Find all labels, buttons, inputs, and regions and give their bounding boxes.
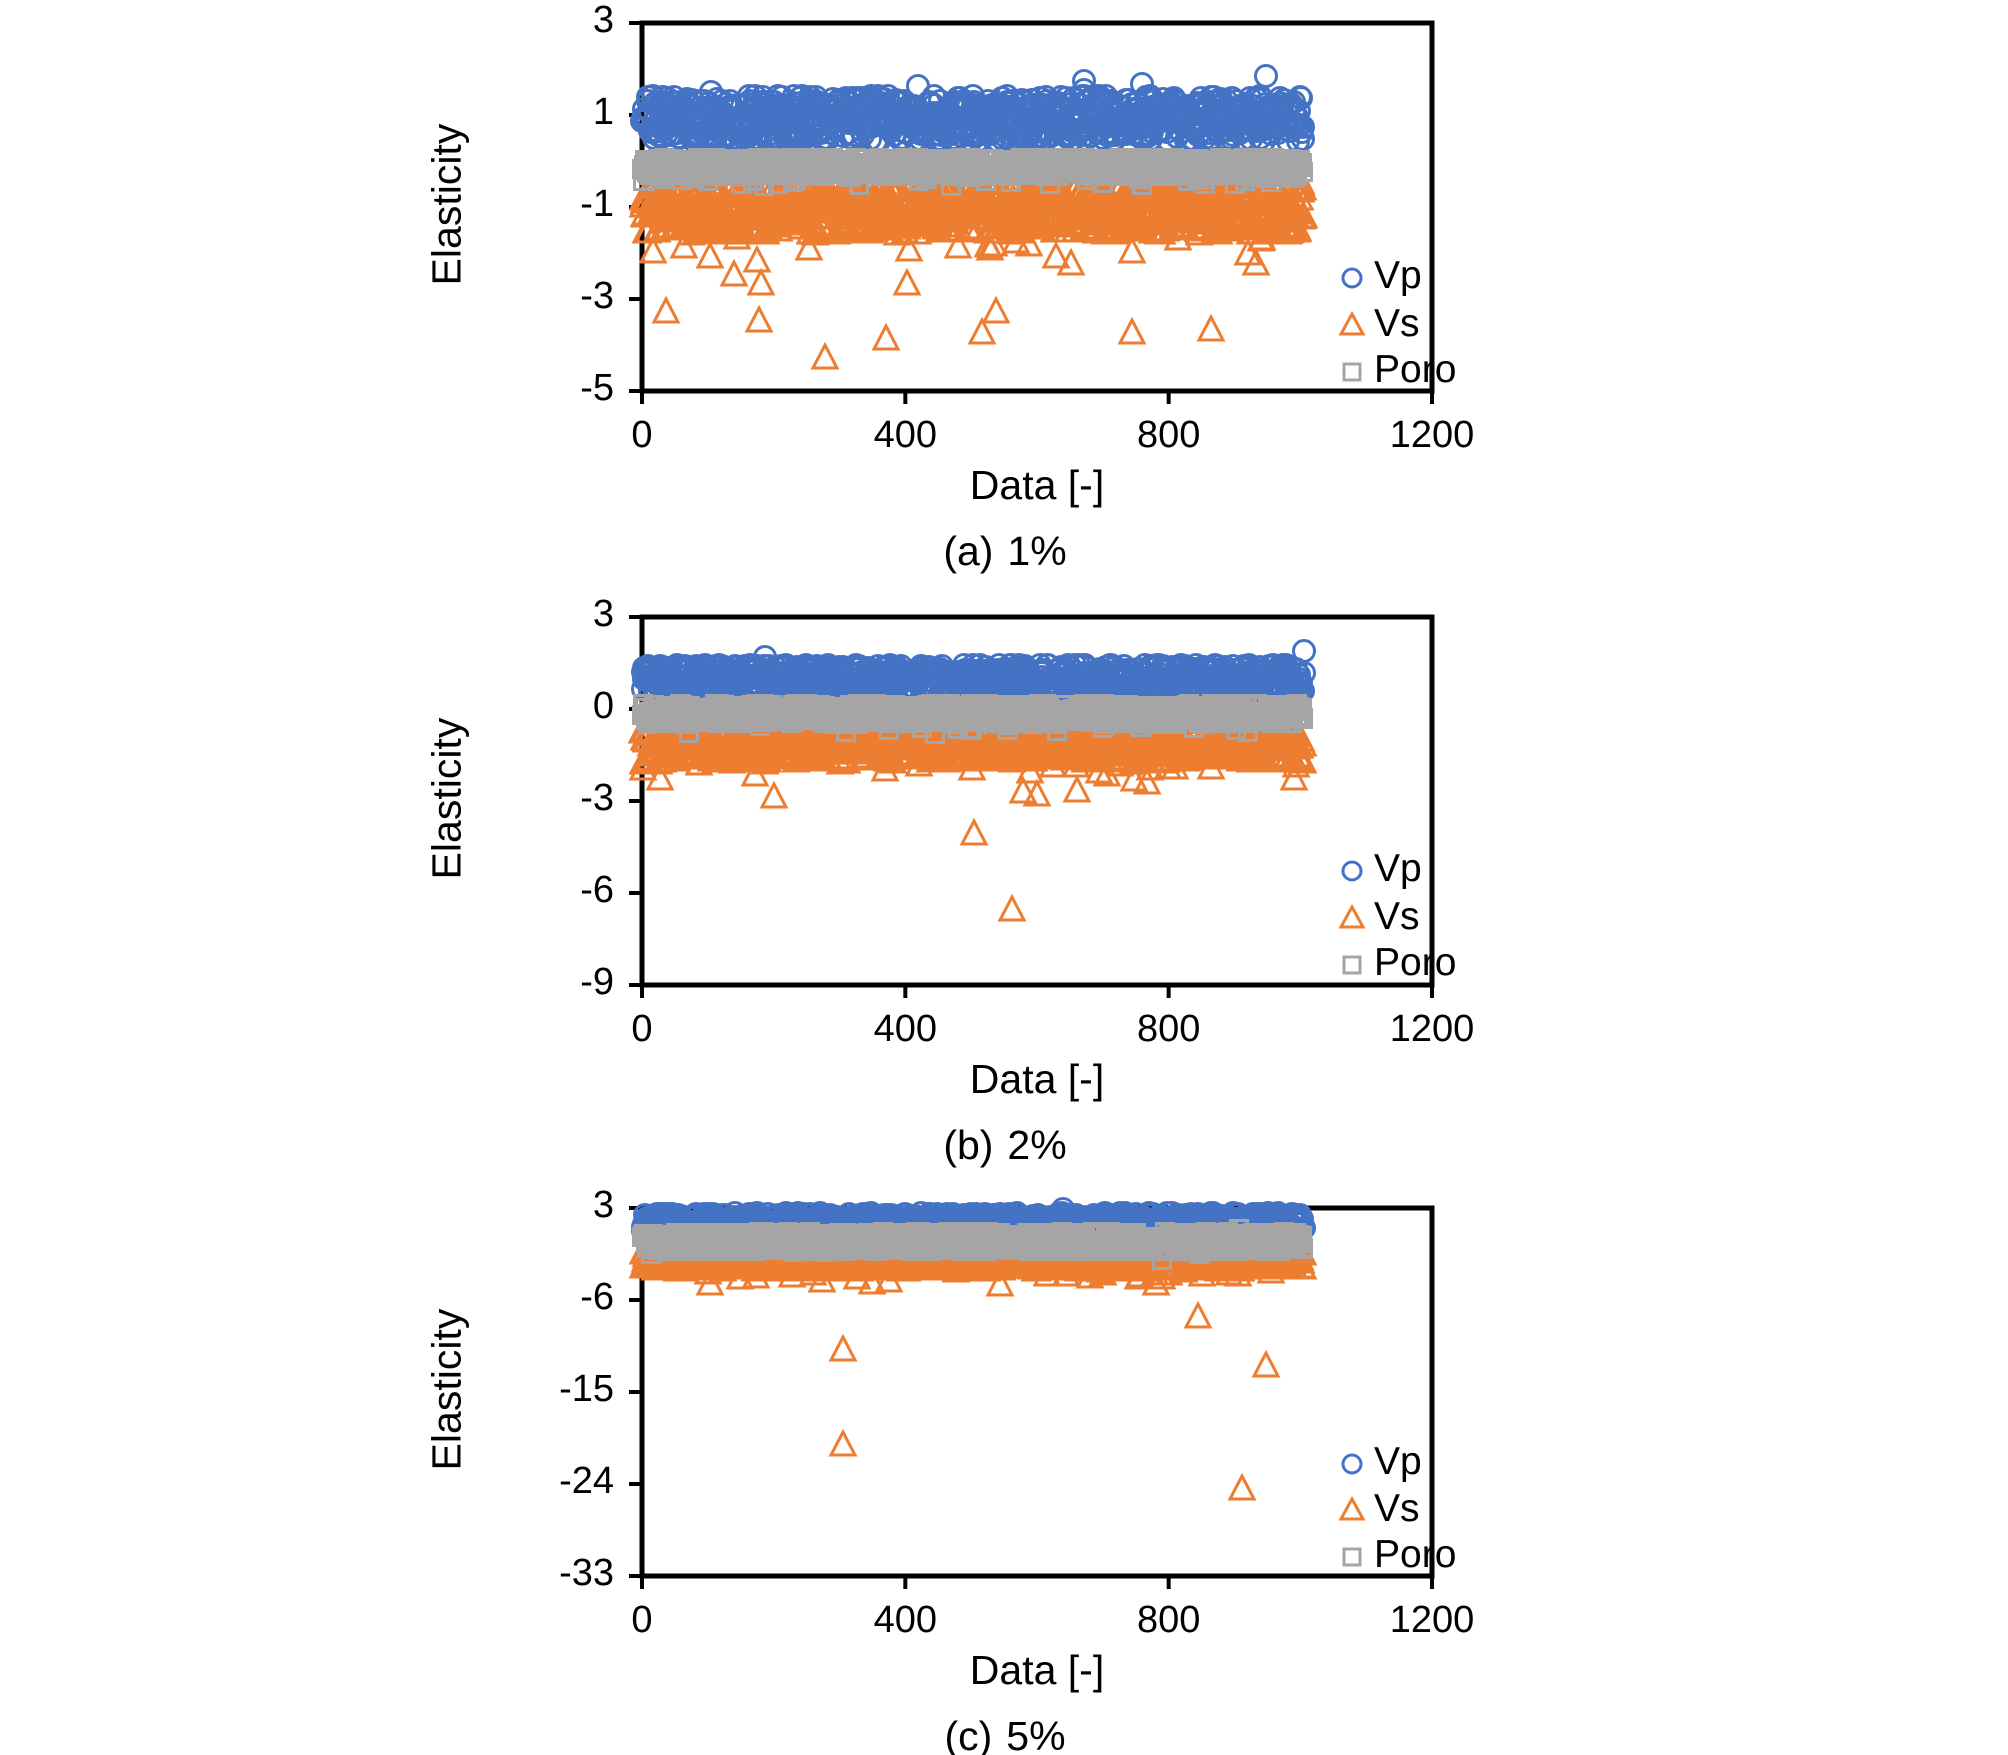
legend-vp-marker-icon-b	[1341, 860, 1363, 882]
legend-vs-label-b: Vs	[1374, 895, 1420, 938]
y-tick-label-c-2: -15	[559, 1368, 614, 1410]
y-tick-label-b-4: -9	[580, 961, 614, 1003]
panel-caption-index-c: (c)	[944, 1713, 993, 1755]
y-tick-label-a-4: -5	[580, 367, 614, 409]
legend-vs-label-a: Vs	[1374, 302, 1420, 345]
legend-vp-marker-icon-a	[1341, 267, 1363, 289]
x-tick-label-b-3: 1200	[1389, 1008, 1475, 1050]
legend-poro-label-a: Poro	[1374, 348, 1457, 391]
legend-poro-label-b: Poro	[1374, 941, 1457, 984]
series-vs-b	[627, 711, 1318, 922]
x-tick-label-b-1: 400	[873, 1008, 938, 1050]
x-tick-label-a-3: 1200	[1389, 414, 1475, 456]
x-axis-title-c: Data [-]	[969, 1647, 1105, 1693]
y-axis-title-a: Elasticity	[423, 123, 470, 286]
y-tick-label-b-0: 3	[592, 593, 614, 635]
y-tick-label-c-0: 3	[592, 1184, 614, 1226]
y-tick-label-a-2: -1	[580, 183, 614, 225]
y-tick-label-c-3: -24	[559, 1460, 614, 1502]
y-tick-label-a-1: 1	[592, 91, 614, 133]
legend-poro-marker-icon-c	[1342, 1547, 1362, 1567]
y-tick-label-a-3: -3	[580, 275, 614, 317]
x-tick-label-c-0: 0	[631, 1599, 653, 1641]
legend-vs-marker-icon-c	[1338, 1495, 1366, 1521]
x-tick-label-b-2: 800	[1136, 1008, 1201, 1050]
legend-vs-label-c: Vs	[1374, 1487, 1420, 1530]
y-tick-label-b-3: -6	[580, 869, 614, 911]
x-tick-label-c-3: 1200	[1389, 1599, 1475, 1641]
panel-caption-index-a: (a)	[943, 528, 994, 574]
panel-caption-b: (b) 2%	[825, 1122, 1185, 1168]
x-tick-label-a-1: 400	[873, 414, 938, 456]
panel-caption-index-b: (b)	[943, 1122, 994, 1168]
legend-vs-marker-icon-b	[1338, 903, 1366, 929]
series-poro-a	[632, 148, 1313, 196]
series-vs-a	[628, 166, 1319, 370]
panel-caption-a: (a) 1%	[825, 528, 1185, 574]
panel-caption-value-c: 5%	[1006, 1713, 1066, 1755]
x-tick-label-a-2: 800	[1136, 414, 1201, 456]
y-tick-label-a-0: 3	[592, 0, 614, 41]
y-tick-label-c-1: -6	[580, 1276, 614, 1318]
panel-caption-c: (c) 5%	[825, 1713, 1185, 1755]
legend-vp-label-b: Vp	[1374, 847, 1422, 890]
x-tick-label-c-1: 400	[873, 1599, 938, 1641]
y-tick-label-b-2: -3	[580, 777, 614, 819]
y-tick-label-b-1: 0	[592, 685, 614, 727]
legend-vp-label-a: Vp	[1374, 254, 1422, 297]
legend-vp-label-c: Vp	[1374, 1440, 1422, 1483]
x-tick-label-a-0: 0	[631, 414, 653, 456]
legend-vs-marker-icon-a	[1338, 310, 1366, 336]
y-axis-title-b: Elasticity	[423, 717, 470, 880]
legend-poro-label-c: Poro	[1374, 1533, 1457, 1576]
series-vp-a	[629, 64, 1315, 154]
panel-caption-value-a: 1%	[1007, 528, 1067, 574]
legend-vp-marker-icon-c	[1341, 1453, 1363, 1475]
y-axis-title-c: Elasticity	[423, 1308, 470, 1471]
series-poro-c	[632, 1219, 1313, 1270]
legend-poro-marker-icon-a	[1342, 362, 1362, 382]
x-tick-label-c-2: 800	[1136, 1599, 1201, 1641]
y-tick-label-c-4: -33	[559, 1552, 614, 1594]
legend-poro-marker-icon-b	[1342, 955, 1362, 975]
panel-caption-value-b: 2%	[1007, 1122, 1067, 1168]
x-tick-label-b-0: 0	[631, 1008, 653, 1050]
x-axis-title-a: Data [-]	[969, 462, 1105, 508]
series-vs-c	[628, 1233, 1318, 1501]
x-axis-title-b: Data [-]	[969, 1056, 1105, 1102]
series-poro-b	[632, 694, 1313, 744]
